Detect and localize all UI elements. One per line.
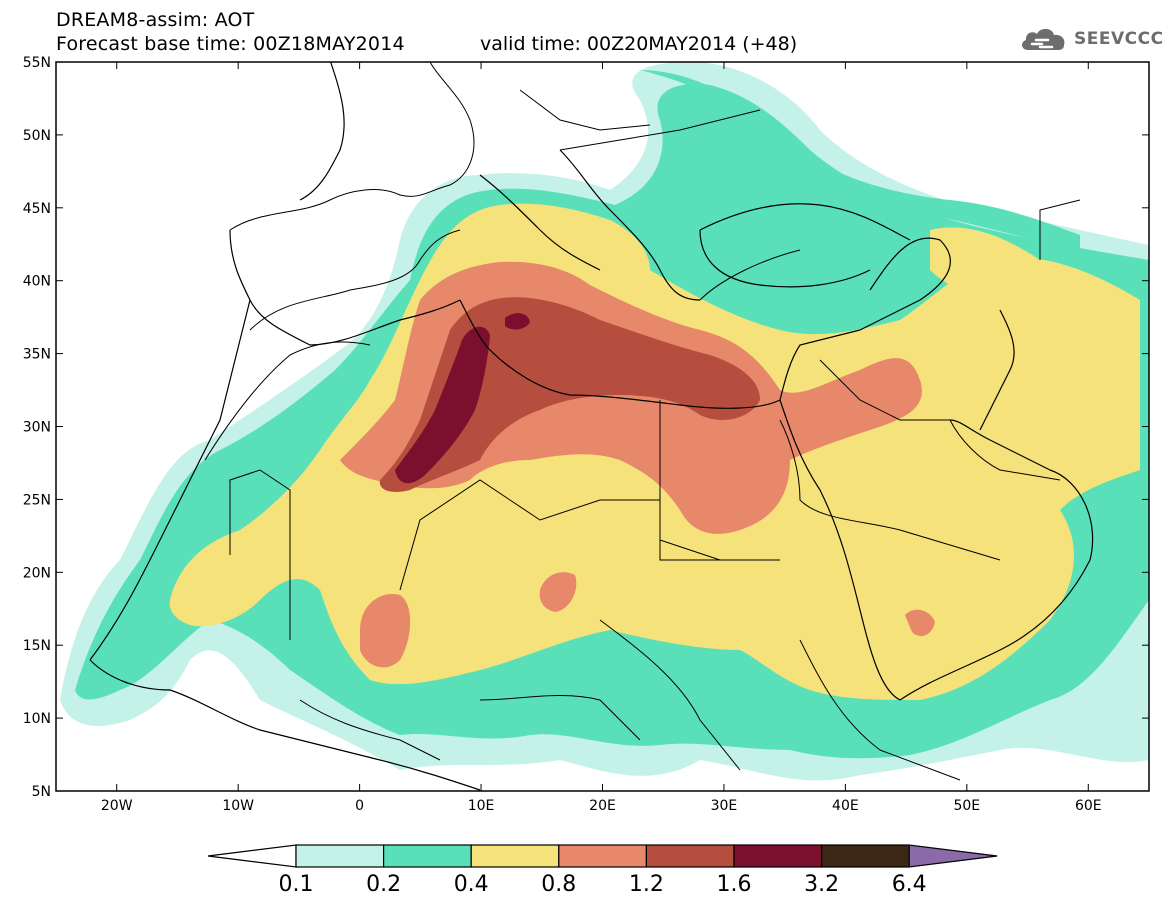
lat-tick-label: 45N (23, 201, 51, 217)
valid-time: valid time: 00Z20MAY2014 (+48) (480, 33, 798, 55)
aot-contour-fields (60, 62, 1149, 781)
aot-colorbar: 0.1 0.2 0.4 0.8 1.2 1.6 3.2 6.4 (207, 844, 998, 897)
aot-level-0.8-yemen (905, 609, 935, 637)
colorbar-label: 0.2 (366, 872, 401, 897)
aot-level-0.8-chad (539, 572, 577, 612)
lon-tick-label: 10E (468, 798, 495, 814)
map-title: DREAM8-assim: AOT (56, 9, 255, 31)
lat-tick-label: 5N (32, 784, 51, 800)
aot-level-1.6 (395, 326, 490, 484)
colorbar-label: 1.2 (629, 872, 664, 897)
latitude-axis: 5N 10N 15N 20N 25N 30N 35N 40N 45N 50N 55N (23, 55, 1149, 800)
colorbar-label: 0.4 (454, 872, 489, 897)
lon-tick-label: 60E (1075, 798, 1102, 814)
lat-tick-label: 30N (23, 420, 51, 436)
lon-tick-label: 20E (589, 798, 616, 814)
colorbar-swatch (733, 844, 823, 868)
lon-tick-label: 30E (711, 798, 738, 814)
aot-level-1.6-tunisia (505, 313, 530, 330)
logo-text: SEEVCCC (1074, 29, 1164, 49)
colorbar-swatch (383, 844, 472, 868)
seevccc-logo: SEEVCCC (1018, 24, 1164, 54)
longitude-axis: 20W 10W 0 10E 20E 30E 40E 50E 60E (101, 62, 1102, 814)
colorbar-label: 0.8 (541, 872, 576, 897)
lat-tick-label: 25N (23, 492, 51, 508)
colorbar-over-arrow (908, 844, 998, 868)
lon-tick-label: 50E (953, 798, 980, 814)
lat-tick-label: 15N (23, 638, 51, 654)
cloud-logo-icon (1022, 28, 1065, 50)
colorbar-label: 6.4 (892, 872, 927, 897)
forecast-base-time: Forecast base time: 00Z18MAY2014 (56, 33, 405, 55)
colorbar-swatch (558, 844, 647, 868)
aot-level-0.2-north-band (640, 70, 1080, 250)
colorbar-swatch (295, 844, 385, 868)
lat-tick-label: 35N (23, 347, 51, 363)
colorbar-swatch (820, 844, 910, 868)
lat-tick-label: 10N (23, 711, 51, 727)
aot-level-0.4-caspian (930, 227, 1051, 305)
lon-tick-label: 0 (355, 798, 364, 814)
colorbar-under-arrow (207, 844, 297, 868)
colorbar-label: 0.1 (279, 872, 314, 897)
colorbar-swatch (470, 844, 560, 868)
colorbar-swatch (645, 844, 735, 868)
country-boundaries (204, 62, 1081, 781)
lat-tick-label: 40N (23, 274, 51, 290)
colorbar-label: 1.6 (717, 872, 752, 897)
lat-tick-label: 20N (23, 565, 51, 581)
lon-tick-label: 20W (101, 798, 133, 814)
lat-tick-label: 50N (23, 128, 51, 144)
lat-tick-label: 55N (23, 55, 51, 71)
lon-tick-label: 10W (222, 798, 254, 814)
lon-tick-label: 40E (832, 798, 859, 814)
aot-level-0.8-sahel (360, 594, 411, 668)
colorbar-label: 3.2 (804, 872, 839, 897)
coastlines (89, 62, 1094, 791)
